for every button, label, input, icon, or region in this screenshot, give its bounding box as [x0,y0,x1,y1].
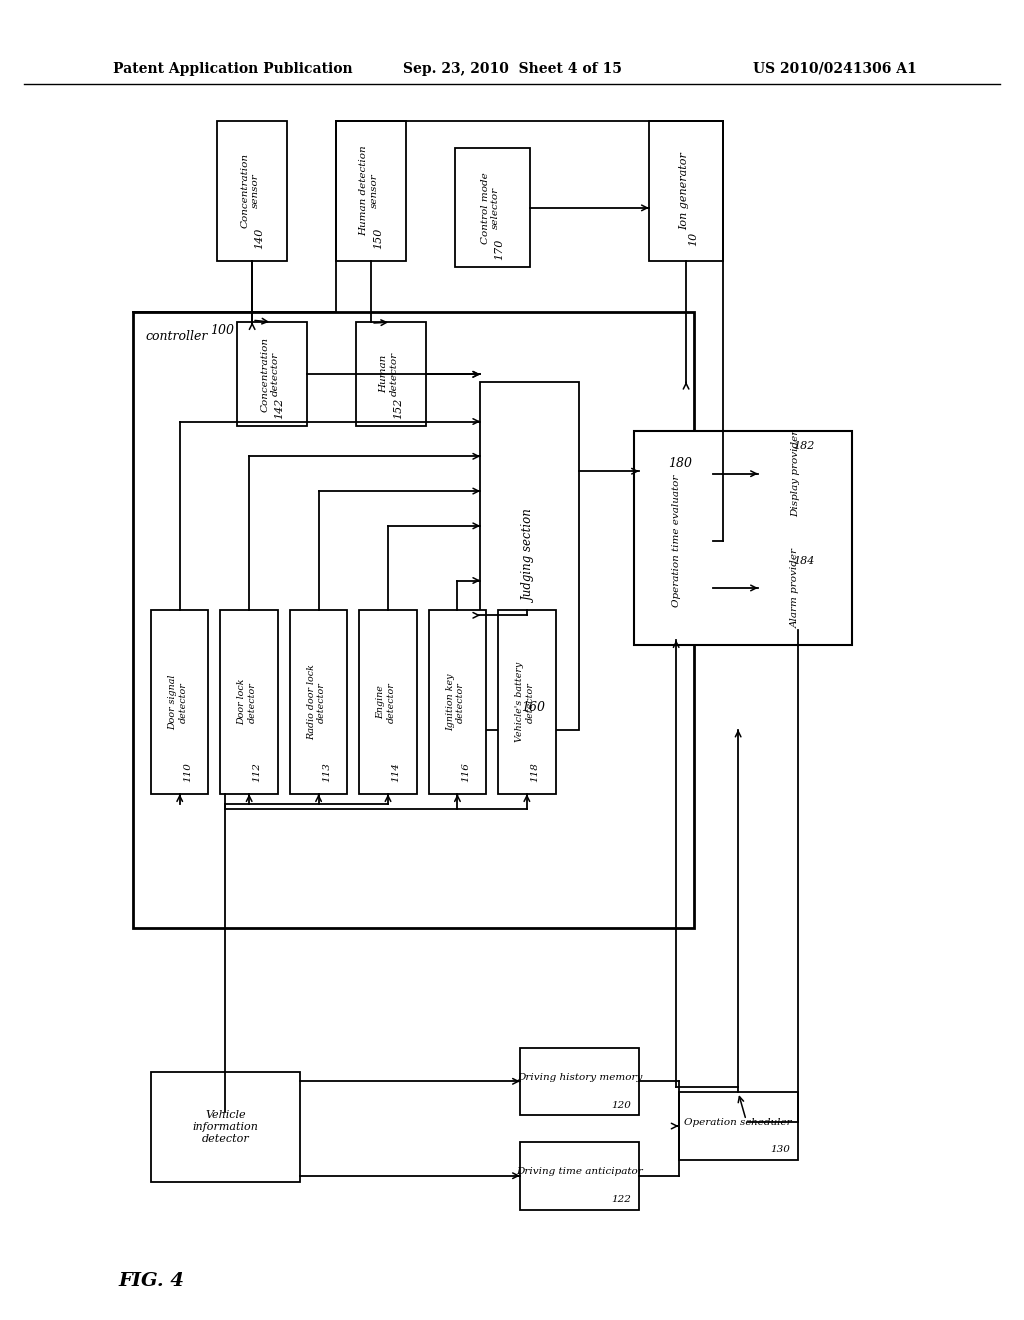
Text: controller: controller [145,330,208,343]
Text: 150: 150 [373,228,383,249]
Text: 100: 100 [211,325,234,337]
Text: 170: 170 [495,239,505,260]
Text: Control mode
selector: Control mode selector [481,172,501,244]
Bar [758,545,838,630]
Text: Operation scheduler: Operation scheduler [684,1118,792,1126]
Bar [520,1048,639,1115]
Text: 112: 112 [253,763,261,783]
Bar [290,610,347,795]
Text: Driving history memory: Driving history memory [517,1073,642,1082]
Bar [217,121,287,260]
Bar [359,610,417,795]
Bar [480,381,580,730]
Text: US 2010/0241306 A1: US 2010/0241306 A1 [753,62,916,75]
Bar [649,121,723,260]
Text: 10: 10 [688,231,698,246]
Text: FIG. 4: FIG. 4 [118,1272,184,1290]
Text: Human
detector: Human detector [379,352,398,396]
Bar [679,1092,798,1160]
Text: 110: 110 [183,763,193,783]
Bar [151,610,209,795]
Text: Engine
detector: Engine detector [377,682,395,722]
Text: Judging section: Judging section [523,510,537,602]
Bar [337,121,406,260]
Text: Door lock
detector: Door lock detector [238,678,257,726]
Bar [151,1072,300,1181]
Text: 116: 116 [461,763,470,783]
Text: Door signal
detector: Door signal detector [168,675,187,730]
Text: Operation time evaluator: Operation time evaluator [672,475,681,607]
Text: 142: 142 [273,397,284,420]
Text: Vehicle's battery
detector: Vehicle's battery detector [515,663,535,742]
Text: 140: 140 [254,228,264,249]
Text: Sep. 23, 2010  Sheet 4 of 15: Sep. 23, 2010 Sheet 4 of 15 [402,62,622,75]
Text: 120: 120 [611,1101,631,1110]
Text: 160: 160 [521,701,545,714]
Text: Radio door lock
detector: Radio door lock detector [307,664,327,741]
Text: 180: 180 [668,457,692,470]
Bar [498,610,556,795]
Text: Driving time anticipator: Driving time anticipator [516,1167,643,1176]
Text: 184: 184 [793,556,814,566]
Bar [238,322,306,426]
Bar [758,432,838,516]
Bar [220,610,278,795]
Text: 122: 122 [611,1195,631,1204]
Text: 118: 118 [530,763,540,783]
Bar [429,610,486,795]
Text: Concentration
sensor: Concentration sensor [241,153,260,228]
Text: Ignition key
detector: Ignition key detector [445,673,465,731]
Text: 130: 130 [770,1146,790,1155]
Bar [639,441,714,640]
Text: Display provider: Display provider [792,430,800,517]
Text: Alarm provider: Alarm provider [792,548,800,628]
Text: 114: 114 [391,763,400,783]
Text: 113: 113 [322,763,331,783]
Bar [520,1142,639,1209]
Text: Human detection
sensor: Human detection sensor [359,145,379,236]
Bar [456,148,529,268]
Bar [356,322,426,426]
Bar [133,313,693,928]
Text: 152: 152 [393,397,402,420]
Text: Ion generator: Ion generator [679,152,689,230]
Text: 182: 182 [793,441,814,451]
Bar [634,432,852,645]
Text: Patent Application Publication: Patent Application Publication [114,62,353,75]
Text: Concentration
detector: Concentration detector [260,337,280,412]
Text: Vehicle
information
detector: Vehicle information detector [193,1110,258,1143]
